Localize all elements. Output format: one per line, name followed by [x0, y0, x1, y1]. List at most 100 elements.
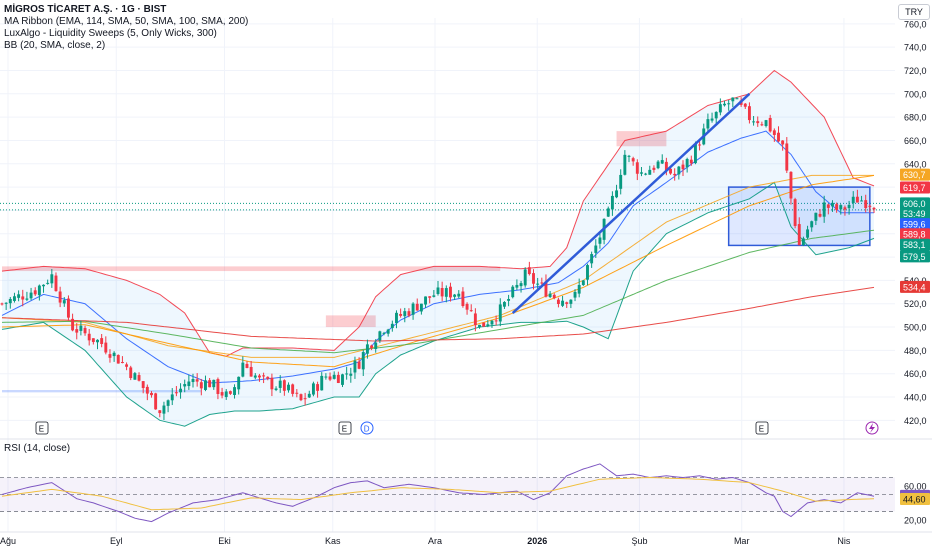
candle	[270, 377, 274, 390]
candle	[96, 339, 99, 343]
candle	[573, 291, 577, 298]
y-tick-label: 460,0	[904, 369, 927, 379]
candle	[806, 229, 810, 238]
legend-rsi[interactable]: RSI (14, close)	[4, 443, 71, 454]
candle	[822, 202, 826, 217]
y-tick-label: 420,0	[904, 416, 927, 426]
candle	[154, 393, 158, 410]
candle	[50, 274, 54, 284]
candle	[610, 195, 614, 210]
candle	[303, 398, 307, 400]
candle	[100, 338, 104, 344]
candle	[46, 282, 50, 284]
candle	[781, 140, 785, 145]
candle	[104, 342, 108, 353]
candle	[478, 324, 481, 328]
bollinger-band-fill	[2, 70, 874, 427]
candle	[266, 376, 270, 379]
candle	[307, 393, 311, 398]
candle	[743, 103, 747, 107]
candle	[83, 327, 87, 334]
candle	[112, 352, 116, 357]
candle	[814, 212, 818, 221]
candles	[0, 97, 876, 420]
candle	[116, 354, 120, 364]
price-label: 606,0	[903, 199, 926, 209]
price-label: 589,8	[903, 230, 926, 240]
candle	[249, 366, 253, 377]
candle	[698, 144, 702, 146]
candle	[565, 302, 569, 304]
candle	[789, 171, 793, 199]
candle	[552, 294, 556, 299]
candle	[21, 296, 25, 300]
candle	[58, 291, 62, 303]
legend-ma-ribbon[interactable]: MA Ribbon (EMA, 114, SMA, 50, SMA, 100, …	[4, 16, 249, 27]
candle	[75, 329, 79, 333]
legend-bollinger[interactable]: BB (20, SMA, close, 2)	[4, 40, 106, 51]
trendlines[interactable]	[511, 92, 751, 314]
candle	[4, 302, 8, 304]
candle	[777, 132, 780, 142]
candle	[864, 200, 868, 209]
y-tick-label: 740,0	[904, 43, 927, 53]
candle	[399, 313, 403, 316]
candle	[606, 208, 610, 217]
candle	[444, 288, 448, 297]
candle	[370, 345, 374, 348]
candle	[411, 303, 415, 315]
candle	[320, 375, 324, 391]
candle	[577, 284, 581, 294]
legend-liquidity-sweeps[interactable]: LuxAlgo - Liquidity Sweeps (5, Only Wick…	[4, 28, 217, 39]
candle	[644, 173, 648, 175]
candle	[108, 354, 112, 358]
rsi-value-box	[900, 493, 930, 506]
price-label: 619,7	[903, 183, 926, 193]
candle	[515, 284, 519, 288]
candle	[125, 364, 129, 367]
candle	[295, 392, 299, 394]
candle	[652, 167, 656, 170]
candle	[511, 286, 515, 298]
y-tick-label: 520,0	[904, 299, 927, 309]
candle	[316, 384, 320, 391]
currency-button[interactable]: TRY	[898, 4, 930, 20]
candle	[532, 273, 535, 284]
candle	[365, 344, 369, 354]
candle	[212, 379, 216, 388]
price-label: 630,7	[903, 170, 926, 180]
candle	[689, 159, 693, 164]
x-tick-label: 2026	[527, 536, 547, 546]
candle	[760, 124, 764, 126]
candle	[872, 207, 876, 210]
x-tick-label: Ara	[428, 536, 442, 546]
rsi-ma-line	[1, 476, 875, 511]
candle	[332, 374, 336, 379]
earnings-marker	[755, 421, 769, 435]
candle	[299, 394, 303, 401]
y-tick-label: 660,0	[904, 136, 927, 146]
grid	[0, 18, 895, 532]
symbol-title[interactable]: MİGROS TİCARET A.Ş. · 1G · BIST	[4, 4, 167, 15]
lightning-icon	[869, 423, 875, 433]
price-label-box	[900, 168, 930, 181]
candle	[839, 205, 843, 210]
candle	[17, 294, 21, 298]
candle	[619, 174, 623, 189]
candle	[150, 392, 153, 396]
candle	[627, 155, 631, 157]
candle	[274, 388, 278, 390]
candle	[395, 312, 398, 324]
dividend-marker-label: D	[364, 425, 370, 434]
candle	[25, 298, 29, 300]
earnings-marker-label: E	[759, 425, 764, 434]
candle	[498, 304, 502, 322]
candle	[291, 384, 295, 394]
rsi-tick-label: 20,00	[904, 515, 927, 525]
candle	[353, 360, 357, 373]
candle	[640, 172, 643, 174]
candle	[540, 282, 544, 284]
candle	[237, 376, 241, 390]
